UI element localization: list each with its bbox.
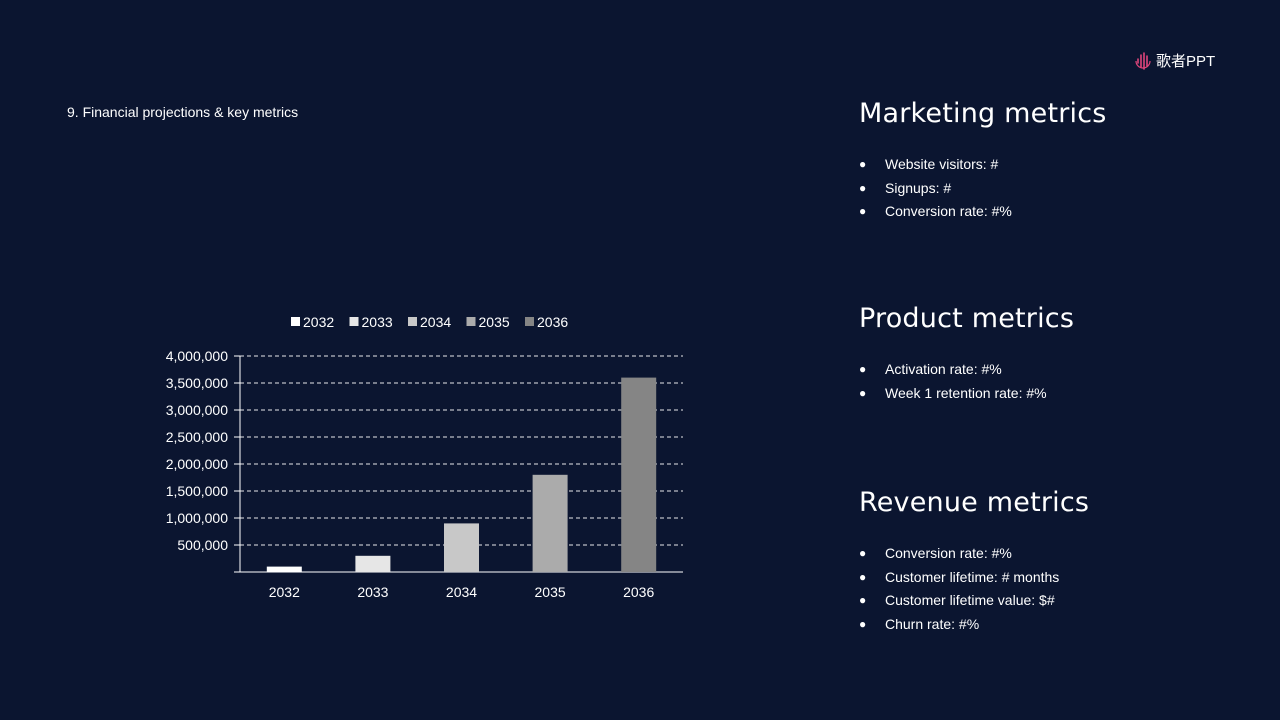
bullet-icon: ● [859,546,867,560]
list-item-text: Week 1 retention rate: #% [885,384,1047,401]
legend-swatch [525,317,534,326]
list-item: ● Website visitors: # [859,153,1259,177]
x-tick-label: 2033 [357,584,388,600]
x-tick-label: 2036 [623,584,654,600]
metric-list: ● Website visitors: # ● Signups: # ● Conver… [859,153,1259,224]
bar-chart: 500,000 1,000,000 1,500,000 2,000,000 2,500,… [166,314,683,600]
bullet-icon: ● [859,569,867,584]
bar-2035 [532,474,568,572]
list-item: ● Signups: # [859,177,1259,201]
bullet-icon: ● [859,362,867,376]
x-tick-label: 2034 [446,584,477,600]
legend-swatch [291,317,300,326]
bullet-icon: ● [859,180,867,195]
legend-label: 2035 [479,314,510,330]
bar-2034 [444,523,479,572]
bar-2032 [266,566,302,572]
slide-title: 9. Financial projections & key metrics [67,104,299,120]
revenue-metrics-section: Revenue metrics ● Conversion rate: #% ● Cu… [859,487,1259,636]
legend-swatch [408,317,417,326]
x-tick-label: 2035 [535,584,566,600]
metric-list: ● Conversion rate: #% ● Customer lifetime:… [859,542,1259,636]
list-item: ● Churn rate: #% [859,613,1259,637]
legend-label: 2032 [303,314,334,330]
y-tick-label: 500,000 [177,537,228,553]
metric-list: ● Activation rate: #% ● Week 1 retention r… [859,358,1259,405]
marketing-metrics-section: Marketing metrics ● Website visitors: # ●… [859,98,1259,224]
microphone-logo-icon [1135,51,1151,70]
y-tick-label: 3,500,000 [166,375,228,391]
y-tick-label: 2,500,000 [166,429,228,445]
list-item-text: Customer lifetime: # months [885,568,1060,585]
legend-swatch [349,317,359,326]
x-tick-label: 2032 [269,584,300,600]
list-item-text: Conversion rate: #% [885,203,1012,219]
bullet-icon: ● [859,385,867,400]
logo-text: 歌者PPT [1156,53,1216,70]
bar-chart-svg: 500,000 1,000,000 1,500,000 2,000,000 2,500,… [166,314,683,600]
bullet-icon: ● [859,616,867,631]
legend-label: 2034 [420,314,451,330]
legend-label: 2036 [537,314,568,330]
list-item-text: Customer lifetime value: $# [885,592,1055,608]
section-title: Revenue metrics [859,487,1090,518]
list-item-text: Website visitors: # [885,156,999,172]
y-tick-label: 1,500,000 [166,483,228,499]
brand-logo: 歌者PPT [1134,50,1215,71]
product-metrics-section: Product metrics ● Activation rate: #% ● We… [859,303,1259,405]
section-title: Product metrics [859,303,1075,334]
list-item: ● Conversion rate: #% [859,542,1259,566]
y-tick-label: 2,000,000 [166,456,228,472]
list-item-text: Activation rate: #% [885,361,1002,377]
y-tick-label: 4,000,000 [166,348,228,364]
bullet-icon: ● [859,204,867,218]
bar-2033 [355,555,391,572]
list-item: ● Activation rate: #% [859,358,1259,382]
legend-swatch [466,317,476,326]
list-item: ● Week 1 retention rate: #% [859,382,1259,406]
list-item: ● Conversion rate: #% [859,200,1259,224]
bar-2036 [621,377,657,572]
y-tick-label: 3,000,000 [166,402,228,418]
section-title: Marketing metrics [859,98,1107,129]
list-item: ● Customer lifetime value: $# [859,589,1259,613]
y-tick-label: 1,000,000 [166,510,228,526]
list-item-text: Churn rate: #% [885,615,980,632]
bullet-icon: ● [859,593,867,607]
list-item-text: Conversion rate: #% [885,545,1012,561]
legend-label: 2033 [362,314,393,330]
list-item-text: Signups: # [885,179,952,196]
bullet-icon: ● [859,157,867,171]
list-item: ● Customer lifetime: # months [859,566,1259,590]
